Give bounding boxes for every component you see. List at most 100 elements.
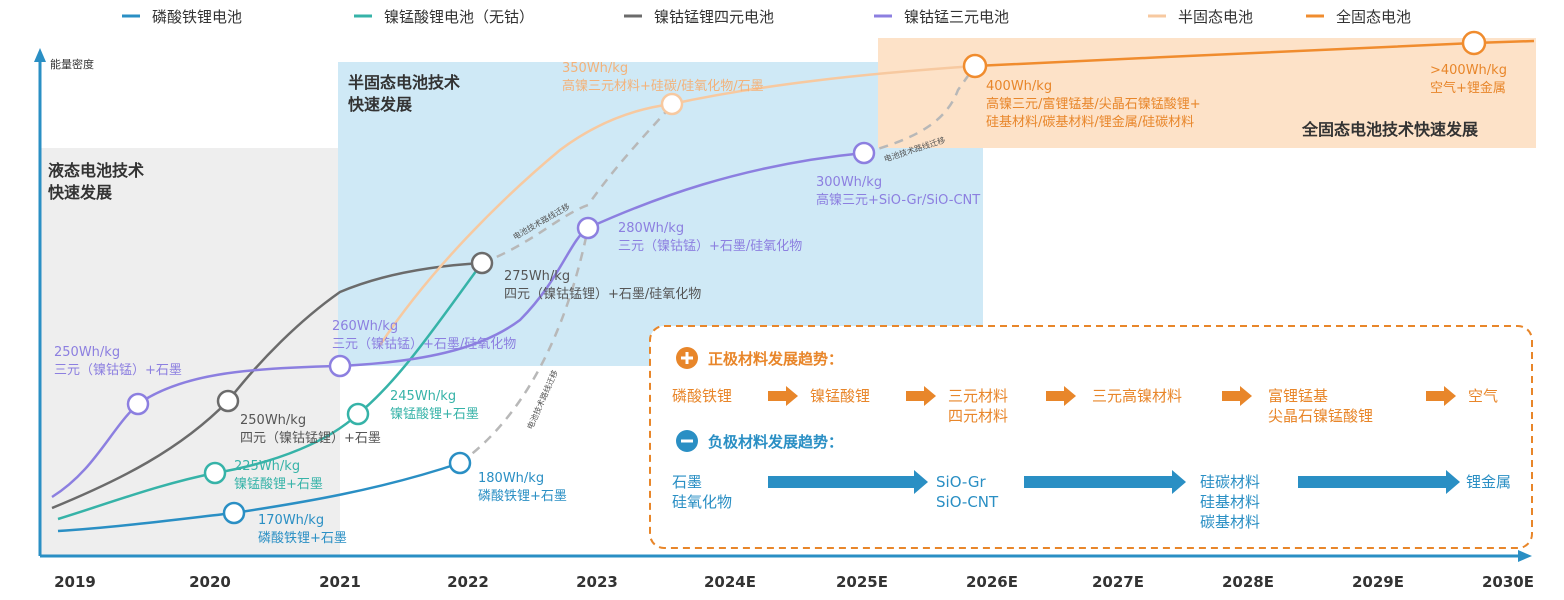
positive-arrow-2-head <box>1064 386 1076 406</box>
x-tick-2030E: 2030E <box>1482 573 1534 591</box>
negative-item-1-1: SiO-CNT <box>936 493 999 511</box>
marker-solid-400plus <box>1461 30 1487 56</box>
trend-panel-border <box>649 325 1533 549</box>
label-quaternary-250-value: 250Wh/kg <box>240 413 306 428</box>
label-quaternary-275-value: 275Wh/kg <box>504 269 570 284</box>
series-line-lfp-future <box>459 227 590 465</box>
positive-item-4-0: 富锂锰基 <box>1268 387 1328 405</box>
positive-item-3-0: 三元高镍材料 <box>1092 387 1182 405</box>
label-semisolid-350-value: 350Wh/kg <box>562 61 628 76</box>
zone-semisolid-title-2: 快速发展 <box>348 95 413 114</box>
marker-ternary-300 <box>852 141 876 165</box>
series-line-solid <box>974 39 1535 68</box>
zone-semisolid-title-1: 半固态电池技术 <box>348 73 460 92</box>
positive-arrow-3-shaft <box>1222 391 1240 401</box>
positive-trend-title: 正极材料发展趋势： <box>708 350 843 368</box>
label-lfp-170-desc: 磷酸铁锂+石墨 <box>258 531 347 546</box>
negative-trend-title: 负极材料发展趋势： <box>708 433 843 451</box>
milestone-labels: 170Wh/kg 磷酸铁锂+石墨 180Wh/kg 磷酸铁锂+石墨 225Wh/… <box>54 61 1507 546</box>
legend: 磷酸铁锂电池 镍锰酸锂电池（无钴） 镍钴锰锂四元电池 镍钴锰三元电池 半固态电池 全固态电… <box>122 8 1411 26</box>
negative-item-1-0: SiO-Gr <box>936 473 986 491</box>
negative-item-3-0: 锂金属 <box>1466 473 1511 491</box>
zone-semisolid-bg <box>338 62 983 366</box>
legend-label-0: 磷酸铁锂电池 <box>152 8 242 26</box>
positive-item-2-0: 三元材料 <box>948 387 1008 405</box>
legend-label-4: 半固态电池 <box>1178 8 1253 26</box>
negative-arrow-2-head <box>1446 470 1460 494</box>
negative-item-2-2: 碳基材料 <box>1200 513 1260 531</box>
label-ternary-280-value: 280Wh/kg <box>618 221 684 236</box>
x-tick-2019: 2019 <box>54 573 96 591</box>
legend-label-3: 镍钴锰三元电池 <box>904 8 1009 26</box>
marker-lfp-180 <box>448 451 472 475</box>
negative-arrow-2-shaft <box>1298 476 1446 488</box>
label-lmfp-225-value: 225Wh/kg <box>234 459 300 474</box>
migration-label-2: 电池技术路线迁移 <box>525 368 560 431</box>
label-ternary-250-value: 250Wh/kg <box>54 345 120 360</box>
x-tick-2021: 2021 <box>319 573 361 591</box>
x-tick-2023: 2023 <box>576 573 618 591</box>
positive-item-1-0: 镍锰酸锂 <box>810 387 870 405</box>
x-tick-2026E: 2026E <box>966 573 1018 591</box>
positive-arrow-4-shaft <box>1426 391 1444 401</box>
marker-quaternary-250 <box>216 389 240 413</box>
legend-label-1: 镍锰酸锂电池（无钴） <box>384 8 534 26</box>
label-ternary-250-desc: 三元（镍钴锰）+石墨 <box>54 363 182 378</box>
positive-item-0-0: 磷酸铁锂 <box>672 387 732 405</box>
label-ternary-260-value: 260Wh/kg <box>332 319 398 334</box>
x-axis-arrow <box>1518 550 1532 562</box>
label-solid-400-desc: 高镍三元/富锂锰基/尖晶石镍锰酸锂+ <box>986 96 1201 112</box>
zone-liquid-bg <box>40 148 340 556</box>
label-lfp-170-value: 170Wh/kg <box>258 513 324 528</box>
label-ternary-280-desc: 三元（镍钴锰）+石墨/硅氧化物 <box>618 239 802 254</box>
zone-solid-title: 全固态电池技术快速发展 <box>1301 120 1479 139</box>
negative-item-2-1: 硅基材料 <box>1200 493 1260 511</box>
legend-label-5: 全固态电池 <box>1336 8 1411 26</box>
label-solid-400plus-desc: 空气+锂金属 <box>1430 80 1506 96</box>
label-quaternary-275-desc: 四元（镍钴锰锂）+石墨/硅氧化物 <box>504 287 701 302</box>
series-line-ternary-future <box>863 65 977 155</box>
positive-arrow-1-head <box>924 386 936 406</box>
label-lfp-180-value: 180Wh/kg <box>478 471 544 486</box>
milestone-markers <box>126 30 1487 525</box>
positive-item-4-1: 尖晶石镍锰酸锂 <box>1268 407 1373 425</box>
label-solid-400plus-value: >400Wh/kg <box>1430 63 1507 78</box>
label-solid-400-value: 400Wh/kg <box>986 79 1052 94</box>
y-axis-arrow <box>34 48 46 62</box>
label-lfp-180-desc: 磷酸铁锂+石墨 <box>478 489 567 504</box>
series-line-lmfp <box>57 262 484 521</box>
zone-liquid-title-2: 快速发展 <box>48 183 113 202</box>
negative-item-0-0: 石墨 <box>672 473 702 491</box>
positive-item-2-1: 四元材料 <box>948 407 1008 425</box>
series-line-quaternary <box>51 261 483 510</box>
marker-solid-400 <box>962 53 988 79</box>
x-tick-2022: 2022 <box>447 573 489 591</box>
x-tick-2029E: 2029E <box>1352 573 1404 591</box>
marker-semisolid-350 <box>660 92 684 116</box>
negative-arrow-1-shaft <box>1024 476 1172 488</box>
x-tick-2028E: 2028E <box>1222 573 1274 591</box>
label-solid-400-desc2: 硅基材料/碳基材料/锂金属/硅碳材料 <box>986 114 1194 130</box>
minus-icon-h <box>681 439 693 443</box>
x-tick-2020: 2020 <box>189 573 231 591</box>
marker-lmfp-225 <box>203 461 227 485</box>
label-ternary-260-desc: 三元（镍钴锰）+石墨/硅氧化物 <box>332 337 516 352</box>
marker-ternary-280 <box>576 216 600 240</box>
marker-quaternary-275 <box>470 251 494 275</box>
negative-item-0-1: 硅氧化物 <box>672 493 732 511</box>
zone-liquid-title-1: 液态电池技术 <box>48 161 144 180</box>
negative-arrow-1-head <box>1172 470 1186 494</box>
label-ternary-300-desc: 高镍三元+SiO-Gr/SiO-CNT <box>816 192 980 208</box>
marker-ternary-250 <box>126 392 150 416</box>
x-tick-labels: 2019 2020 2021 2022 2023 2024E 2025E 2026E 2027E… <box>54 573 1534 591</box>
series-line-semisolid <box>378 64 976 346</box>
label-quaternary-250-desc: 四元（镍钴锰锂）+石墨 <box>240 431 381 446</box>
label-lmfp-225-desc: 镍锰酸锂+石墨 <box>234 477 323 492</box>
label-lmfp-245-desc: 镍锰酸锂+石墨 <box>390 407 479 422</box>
marker-ternary-260 <box>328 354 352 378</box>
negative-arrow-0-shaft <box>768 476 914 488</box>
